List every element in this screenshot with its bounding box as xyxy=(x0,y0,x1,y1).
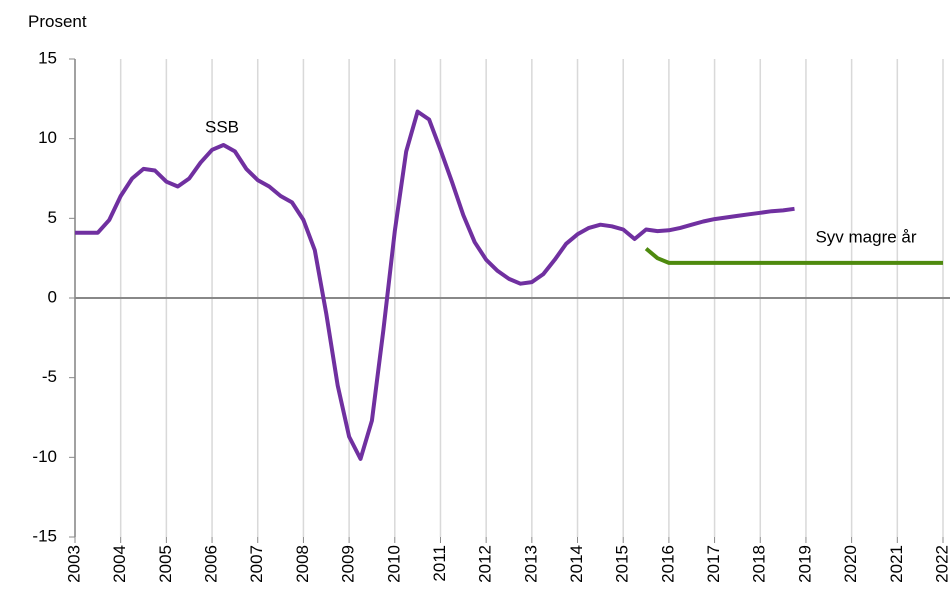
y-axis-label: Prosent xyxy=(28,12,87,31)
x-tick-label: 2008 xyxy=(293,545,312,583)
x-tick-label: 2004 xyxy=(110,545,129,583)
x-tick-label: 2022 xyxy=(932,545,950,583)
x-tick-label: 2014 xyxy=(567,545,586,583)
x-tick-label: 2005 xyxy=(156,545,175,583)
x-tick-label: 2010 xyxy=(384,545,403,583)
series-line xyxy=(75,109,795,461)
series-label: Syv magre år xyxy=(815,227,916,246)
x-tick-label: 2018 xyxy=(750,545,769,583)
x-tick-label: 2009 xyxy=(339,545,358,583)
x-tick-label: 2011 xyxy=(430,545,449,582)
y-tick-label: 15 xyxy=(38,48,57,67)
x-tick-label: 2019 xyxy=(795,545,814,583)
y-tick-label: -10 xyxy=(32,447,57,466)
y-tick-label: 0 xyxy=(48,287,57,306)
y-tick-label: -5 xyxy=(42,367,57,386)
y-tick-label: -15 xyxy=(32,526,57,545)
y-tick-label: 5 xyxy=(48,208,57,227)
x-tick-label: 2012 xyxy=(476,545,495,583)
series-label: SSB xyxy=(205,117,239,136)
x-tick-label: 2006 xyxy=(202,545,221,583)
x-tick-label: 2015 xyxy=(613,545,632,583)
x-tick-label: 2021 xyxy=(887,545,906,583)
x-tick-label: 2013 xyxy=(521,545,540,583)
x-tick-label: 2020 xyxy=(841,545,860,583)
y-tick-label: 10 xyxy=(38,128,57,147)
x-tick-label: 2016 xyxy=(658,545,677,583)
x-tick-label: 2003 xyxy=(64,545,83,583)
x-tick-label: 2007 xyxy=(247,545,266,583)
x-tick-label: 2017 xyxy=(704,545,723,583)
series-line xyxy=(644,247,943,265)
